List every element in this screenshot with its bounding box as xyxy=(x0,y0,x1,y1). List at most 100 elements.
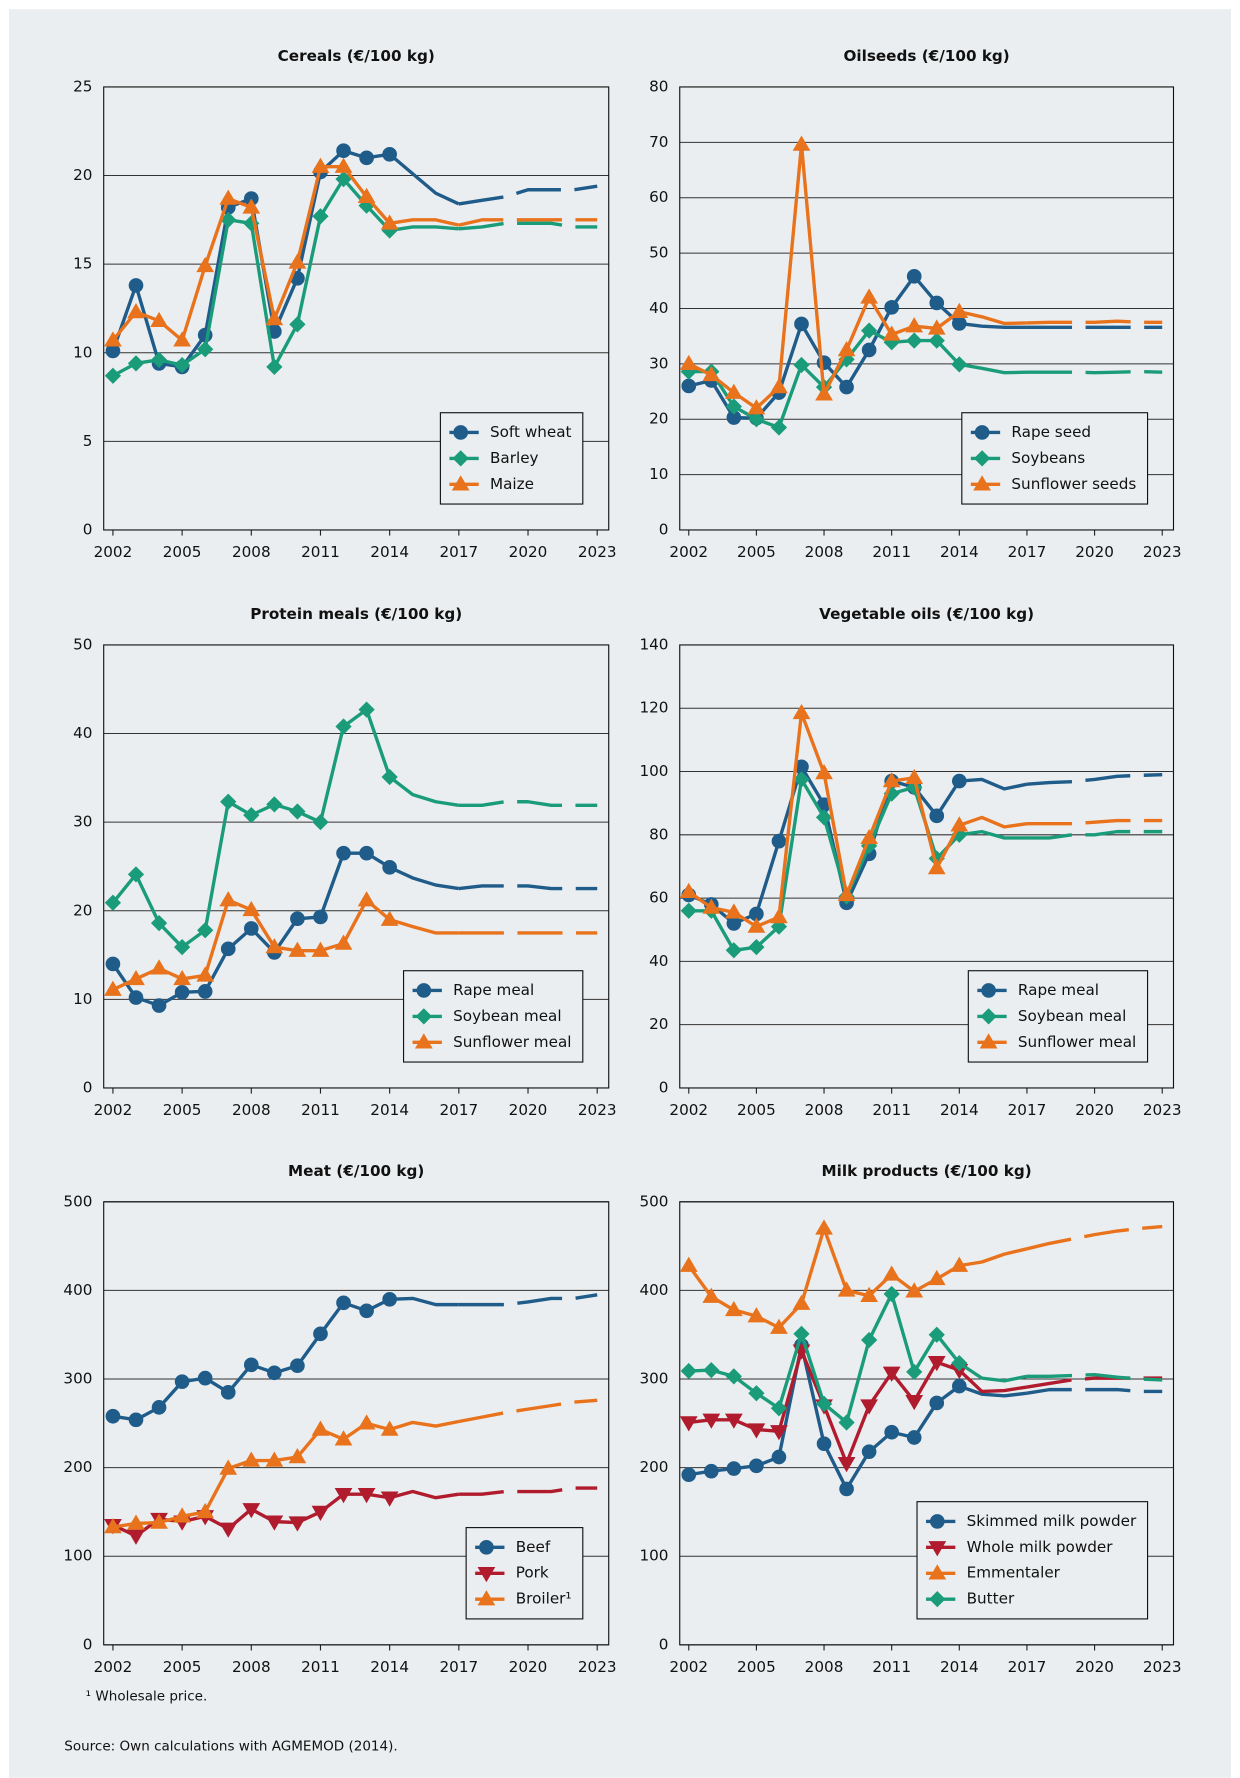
x-tick-label: 2023 xyxy=(1143,1658,1182,1676)
projection-line xyxy=(1026,773,1163,786)
marker xyxy=(905,317,924,333)
marker xyxy=(815,1219,833,1235)
y-tick-label: 0 xyxy=(659,520,669,538)
legend-label: Skimmed milk powder xyxy=(967,1512,1137,1530)
marker xyxy=(793,356,810,374)
marker xyxy=(882,1366,901,1382)
marker xyxy=(703,1362,720,1379)
legend-label: Soft wheat xyxy=(490,423,572,441)
marker xyxy=(726,916,742,931)
legend-label: Barley xyxy=(490,449,539,467)
legend-label: Broiler¹ xyxy=(516,1590,572,1608)
series-line xyxy=(688,328,1027,430)
marker xyxy=(288,1447,307,1464)
marker xyxy=(311,941,330,957)
marker xyxy=(220,941,236,957)
marker xyxy=(951,1354,968,1372)
projection-line xyxy=(458,221,598,231)
marker xyxy=(906,1430,922,1445)
x-tick-label: 2020 xyxy=(1075,1101,1114,1119)
marker xyxy=(861,342,877,358)
marker xyxy=(951,356,968,373)
marker xyxy=(219,1459,238,1475)
legend-box xyxy=(916,1501,1149,1620)
y-tick-label: 400 xyxy=(63,1281,92,1299)
marker xyxy=(770,1400,788,1417)
marker xyxy=(815,1395,833,1412)
x-tick-label: 2011 xyxy=(301,543,340,561)
marker xyxy=(680,902,697,919)
y-tick-label: 30 xyxy=(649,354,668,372)
marker xyxy=(815,809,833,826)
legend-label: Butter xyxy=(967,1590,1015,1608)
marker xyxy=(905,768,924,785)
marker xyxy=(311,1420,330,1436)
marker xyxy=(173,969,191,986)
marker xyxy=(451,475,470,491)
marker xyxy=(679,354,698,371)
marker xyxy=(747,399,766,415)
marker xyxy=(974,425,990,440)
marker xyxy=(359,1303,374,1319)
x-tick-label: 2020 xyxy=(509,1101,548,1119)
marker xyxy=(127,1529,145,1545)
marker xyxy=(173,357,191,374)
y-tick-label: 20 xyxy=(649,1015,668,1033)
marker xyxy=(927,1355,946,1372)
marker xyxy=(860,1286,878,1302)
marker xyxy=(104,980,122,996)
legend-label: Sunflower meal xyxy=(1018,1033,1136,1051)
series-line xyxy=(111,149,460,369)
marker xyxy=(905,1394,924,1411)
legend-label: Rape seed xyxy=(1011,423,1091,441)
marker xyxy=(770,1318,788,1334)
marker xyxy=(748,939,765,956)
y-tick-label: 5 xyxy=(83,432,93,450)
x-tick-label: 2020 xyxy=(509,1658,548,1676)
marker xyxy=(220,793,237,810)
marker xyxy=(747,1307,766,1323)
marker xyxy=(981,983,996,998)
marker xyxy=(679,1256,698,1272)
marker xyxy=(973,450,991,467)
series-line xyxy=(112,1296,459,1422)
x-tick-label: 2011 xyxy=(872,1658,911,1676)
x-tick-label: 2005 xyxy=(163,1658,202,1676)
marker xyxy=(242,198,261,214)
x-tick-label: 2008 xyxy=(805,543,844,561)
marker xyxy=(929,295,945,311)
marker xyxy=(927,319,946,335)
series-line xyxy=(688,274,1027,420)
marker xyxy=(243,921,259,936)
x-tick-label: 2005 xyxy=(737,1658,776,1676)
marker xyxy=(726,1461,742,1476)
marker xyxy=(128,1412,144,1428)
x-tick-label: 2023 xyxy=(578,543,617,561)
marker xyxy=(479,1540,494,1555)
marker xyxy=(358,701,375,718)
marker xyxy=(416,983,432,998)
legend-label: Pork xyxy=(516,1564,549,1582)
projection-line xyxy=(458,884,598,891)
legend-label: Whole milk powder xyxy=(967,1538,1114,1556)
marker xyxy=(724,1300,743,1317)
marker xyxy=(150,351,168,368)
y-tick-label: 0 xyxy=(83,1635,93,1653)
marker xyxy=(748,411,765,428)
y-tick-label: 25 xyxy=(73,77,92,95)
marker xyxy=(150,915,168,932)
marker xyxy=(196,256,215,273)
x-tick-label: 2011 xyxy=(301,1101,340,1119)
y-tick-label: 120 xyxy=(639,699,668,717)
marker xyxy=(334,1488,353,1504)
y-tick-label: 100 xyxy=(639,1547,668,1565)
legend: Soft wheat Barley Maize xyxy=(439,412,584,505)
marker xyxy=(197,341,214,358)
x-tick-label: 2005 xyxy=(163,1101,202,1119)
marker xyxy=(104,894,122,911)
marker xyxy=(381,768,398,786)
plot-frame xyxy=(103,644,610,1089)
y-tick-label: 80 xyxy=(649,77,668,95)
marker xyxy=(929,1591,946,1608)
marker xyxy=(334,157,353,173)
